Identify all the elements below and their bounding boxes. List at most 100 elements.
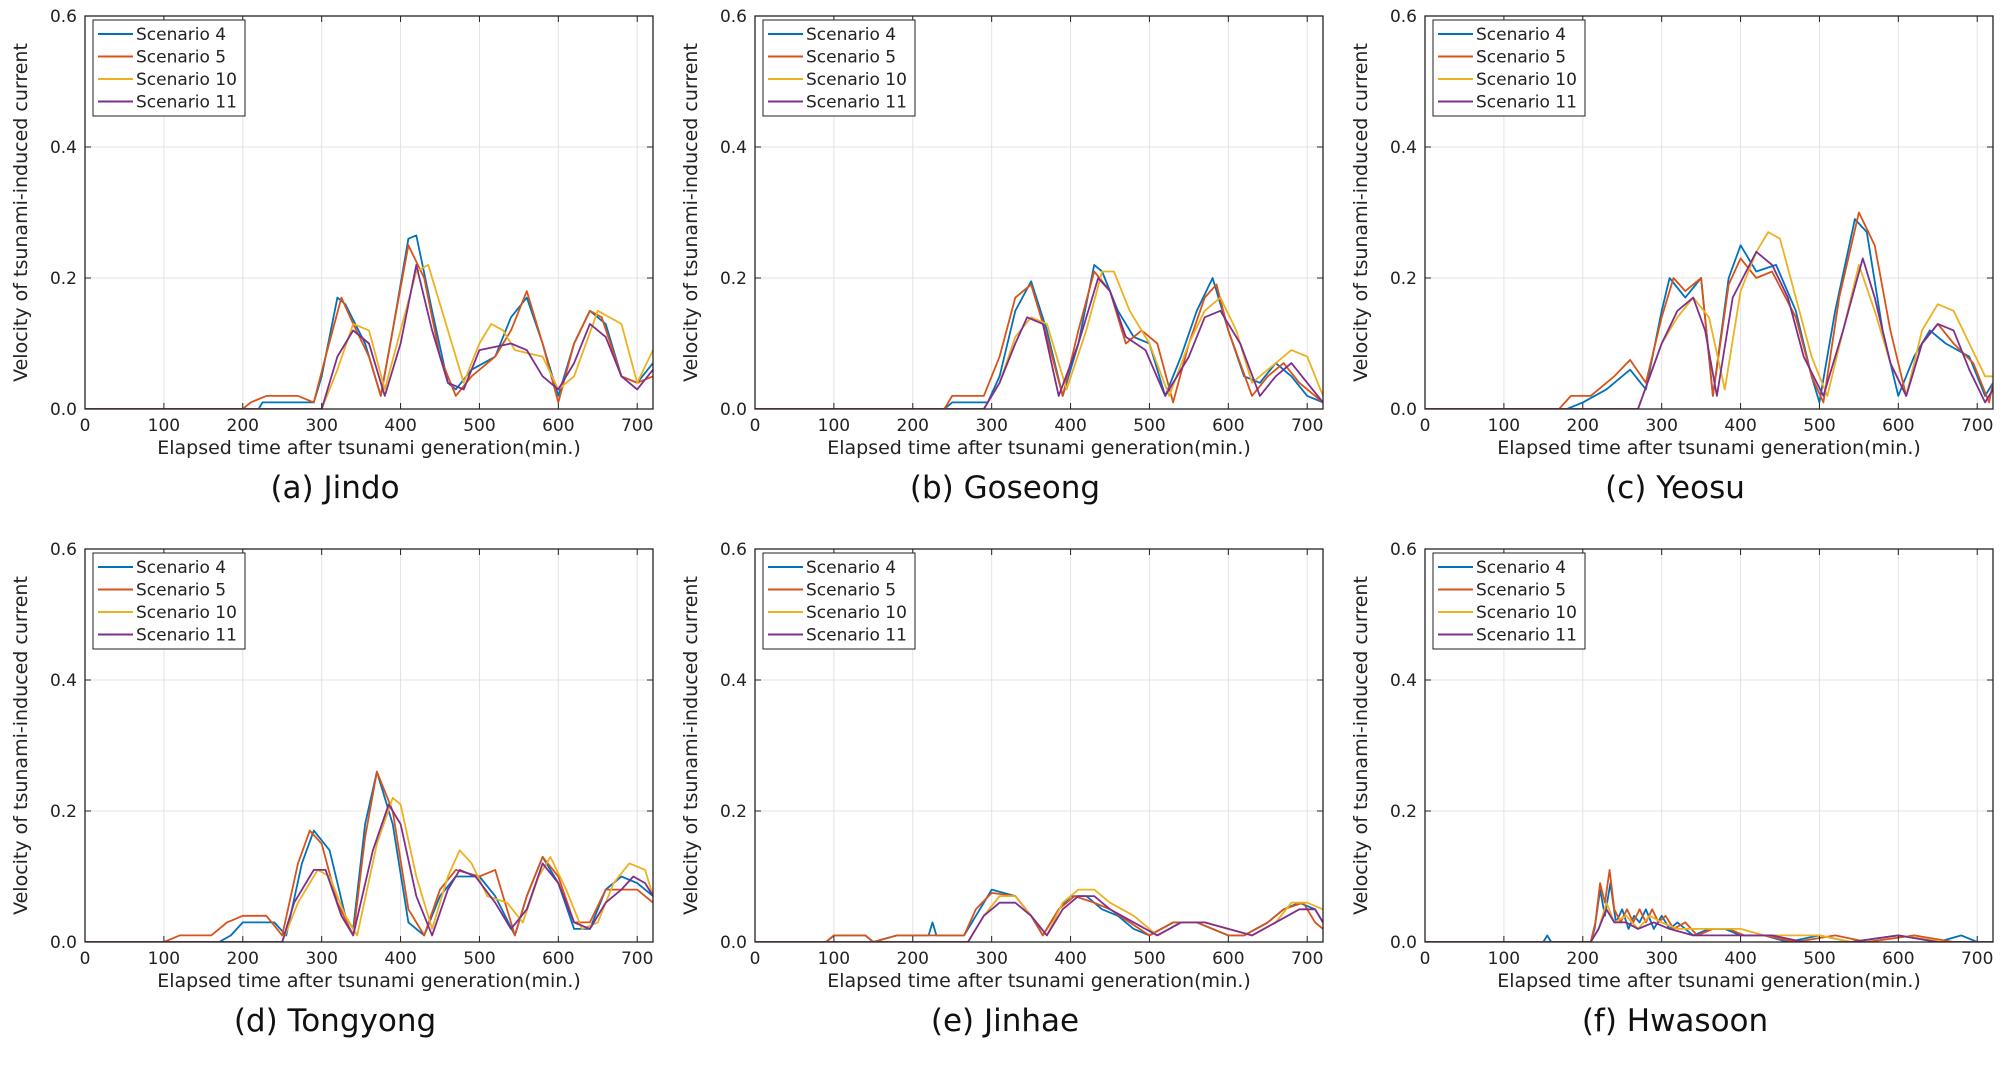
series-line [85, 264, 653, 409]
legend-label: Scenario 5 [806, 48, 896, 68]
x-tick-label: 400 [384, 416, 416, 436]
x-tick-label: 400 [1054, 416, 1086, 436]
y-axis-label: Velocity of tsunami-induced current [680, 43, 702, 382]
legend-label: Scenario 10 [806, 70, 907, 90]
chart-svg: 0 100 200 300 400 500 600 700 0.0 0.2 0.4 0.6 Elapse… [1350, 7, 1994, 459]
x-tick-label: 700 [1961, 416, 1993, 436]
chart-svg: 0 100 200 300 400 500 600 700 0.0 0.2 0.4 0.6 Elapse… [680, 540, 1324, 992]
x-tick-label: 0 [750, 416, 761, 436]
x-tick-label: 700 [1291, 416, 1323, 436]
series-line [85, 770, 653, 942]
y-tick-label: 0.2 [50, 269, 77, 289]
x-tick-label: 500 [1803, 949, 1835, 969]
legend-label: Scenario 5 [1476, 48, 1566, 68]
y-tick-label: 0.6 [1390, 540, 1417, 560]
x-tick-label: 500 [1133, 949, 1165, 969]
chart-panel: 0 100 200 300 400 500 600 700 0.0 0.2 0.4 0.6 Elapse… [670, 533, 1340, 1066]
y-tick-label: 0.4 [720, 671, 747, 691]
legend-label: Scenario 10 [1476, 603, 1577, 623]
y-tick-label: 0.6 [50, 540, 77, 560]
panel-caption: (b) Goseong [909, 470, 1101, 506]
x-tick-label: 700 [1961, 949, 1993, 969]
y-axis-label: Velocity of tsunami-induced current [680, 576, 702, 915]
series-line [755, 277, 1323, 409]
legend-box [1432, 19, 1586, 117]
legend-label: Scenario 10 [806, 603, 907, 623]
legend-box [762, 552, 916, 650]
x-tick-label: 400 [1054, 949, 1086, 969]
series-line [85, 803, 653, 942]
y-tick-label: 0.6 [50, 7, 77, 27]
series-line [85, 264, 653, 409]
series-line [1425, 869, 1993, 942]
chart-panel: 0 100 200 300 400 500 600 700 0.0 0.2 0.4 0.6 Elapse… [0, 0, 670, 533]
x-tick-label: 500 [463, 949, 495, 969]
x-tick-label: 300 [975, 416, 1007, 436]
legend-box [92, 19, 246, 117]
x-tick-label: 200 [897, 416, 929, 436]
x-tick-label: 0 [80, 416, 91, 436]
y-tick-label: 0.0 [50, 933, 77, 953]
x-tick-label: 100 [818, 416, 850, 436]
series-line [1425, 218, 1993, 409]
y-tick-label: 0.6 [1390, 7, 1417, 27]
series-line [85, 234, 653, 409]
legend-label: Scenario 5 [136, 48, 226, 68]
series-line [755, 888, 1323, 942]
y-tick-label: 0.4 [50, 671, 77, 691]
panel-caption: (c) Yeosu [1605, 470, 1745, 506]
y-axis-label: Velocity of tsunami-induced current [10, 576, 32, 915]
y-tick-label: 0.6 [720, 540, 747, 560]
legend-box [1432, 552, 1586, 650]
y-axis-label: Velocity of tsunami-induced current [1350, 43, 1372, 382]
chart-panel: 0 100 200 300 400 500 600 700 0.0 0.2 0.4 0.6 Elapse… [670, 0, 1340, 533]
y-tick-label: 0.2 [1390, 802, 1417, 822]
series-line [755, 892, 1323, 942]
series-line [1425, 882, 1993, 942]
y-tick-label: 0.2 [720, 269, 747, 289]
axes-frame [1424, 548, 1994, 943]
y-tick-label: 0.4 [1390, 138, 1417, 158]
legend-label: Scenario 11 [1476, 93, 1577, 113]
legend-label: Scenario 4 [806, 25, 896, 45]
x-tick-label: 200 [227, 416, 259, 436]
legend-label: Scenario 11 [136, 93, 237, 113]
series-line [85, 244, 653, 409]
legend-label: Scenario 11 [806, 626, 907, 646]
legend-label: Scenario 11 [136, 626, 237, 646]
x-tick-label: 200 [1567, 416, 1599, 436]
axes-frame [84, 15, 654, 410]
legend-label: Scenario 4 [1476, 558, 1566, 578]
x-tick-label: 700 [621, 416, 653, 436]
x-tick-label: 300 [1645, 416, 1677, 436]
legend-label: Scenario 10 [136, 70, 237, 90]
axes-frame [84, 548, 654, 943]
x-tick-label: 300 [1645, 949, 1677, 969]
x-tick-label: 100 [818, 949, 850, 969]
legend-label: Scenario 4 [1476, 25, 1566, 45]
y-tick-label: 0.0 [720, 400, 747, 420]
y-tick-label: 0.2 [1390, 269, 1417, 289]
y-tick-label: 0.0 [720, 933, 747, 953]
panel-caption: (a) Jindo [270, 470, 400, 506]
x-tick-label: 400 [1724, 416, 1756, 436]
chart-svg: 0 100 200 300 400 500 600 700 0.0 0.2 0.4 0.6 Elapse… [1350, 540, 1994, 992]
series-line [1425, 250, 1993, 409]
x-tick-label: 500 [1133, 416, 1165, 436]
chart-svg: 0 100 200 300 400 500 600 700 0.0 0.2 0.4 0.6 Elapse… [10, 540, 654, 992]
chart-panel: 0 100 200 300 400 500 600 700 0.0 0.2 0.4 0.6 Elapse… [1340, 533, 2010, 1066]
panel-caption: (d) Tongyong [233, 1003, 437, 1039]
x-tick-label: 100 [1488, 416, 1520, 436]
legend-box [92, 552, 246, 650]
series-line [1425, 901, 1993, 942]
x-tick-label: 200 [1567, 949, 1599, 969]
x-tick-label: 0 [1420, 949, 1431, 969]
legend-label: Scenario 5 [1476, 581, 1566, 601]
series-line [755, 895, 1323, 942]
y-tick-label: 0.0 [50, 400, 77, 420]
legend-label: Scenario 4 [136, 25, 226, 45]
x-axis-label: Elapsed time after tsunami generation(mi… [1497, 970, 1921, 992]
x-axis-label: Elapsed time after tsunami generation(mi… [827, 970, 1251, 992]
x-tick-label: 600 [1882, 416, 1914, 436]
